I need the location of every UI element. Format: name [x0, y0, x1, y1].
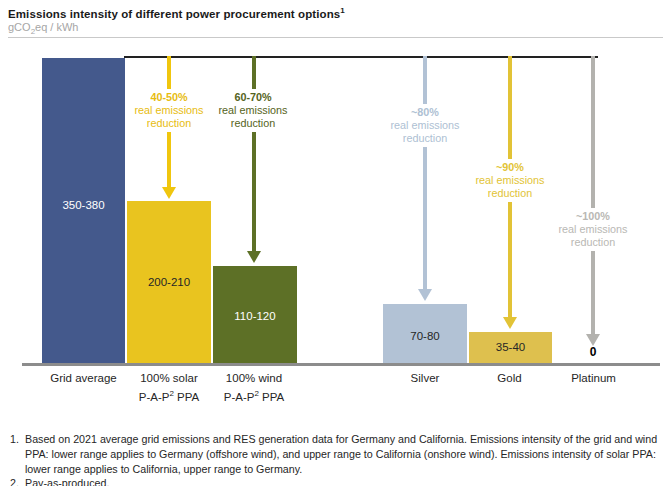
arrow-silver [423, 56, 427, 290]
footnote-2-text: Pay-as-produced. [25, 476, 663, 486]
papp-pre: P-A-P [224, 391, 255, 403]
arrow-solar-head-icon [162, 187, 176, 199]
annotation-gold-reduction: ~90% real emissions reduction [472, 159, 548, 202]
papp-pre: P-A-P [139, 391, 170, 403]
category-label-silver: Silver [383, 371, 467, 386]
annotation-silver-pct: ~80% [387, 106, 463, 119]
unit-label: gCO2eq / kWh [8, 21, 78, 36]
title-footnote-ref: 1 [340, 6, 345, 15]
unit-suffix: eq / kWh [35, 21, 78, 33]
annotation-silver-phrase: real emissions reduction [387, 119, 463, 145]
footnote-1-text: Based on 2021 average grid emissions and… [25, 432, 663, 476]
footnote-2-number: 2. [10, 476, 25, 486]
papp-post: PPA [259, 391, 284, 403]
annotation-solar-pct: 40-50% [131, 91, 207, 104]
annotation-wind-reduction: 60-70% real emissions reduction [215, 89, 291, 132]
annotation-wind-phrase: real emissions reduction [215, 104, 291, 130]
annotation-platinum-reduction: ~100% real emissions reduction [555, 208, 631, 251]
annotation-gold-phrase: real emissions reduction [472, 174, 548, 200]
annotation-platinum-pct: ~100% [555, 210, 631, 223]
footnote-1-line3: lower range applies to California, upper… [25, 462, 663, 477]
footnotes: 1. Based on 2021 average grid emissions … [10, 432, 663, 486]
annotation-solar-phrase: real emissions reduction [131, 104, 207, 130]
annotation-wind-pct: 60-70% [215, 91, 291, 104]
category-platinum-text: Platinum [551, 371, 636, 386]
annotation-silver-reduction: ~80% real emissions reduction [387, 104, 463, 147]
footnote-1-number: 1. [10, 432, 25, 476]
footnote-1-line2: PPA: lower range applies to Germany (off… [25, 447, 663, 462]
annotation-solar-reduction: 40-50% real emissions reduction [131, 89, 207, 132]
category-label-platinum: Platinum [551, 371, 636, 386]
arrow-gold-head-icon [503, 317, 517, 329]
category-grid-text: Grid average [36, 371, 131, 386]
value-label-grid-average: 350-380 [42, 199, 125, 211]
top-reference-line [124, 56, 598, 58]
category-gold-text: Gold [468, 371, 551, 386]
annotation-platinum-phrase: real emissions reduction [555, 223, 631, 249]
title-text: Emissions intensity of different power p… [8, 8, 340, 20]
value-label-wind: 110-120 [213, 310, 297, 322]
value-label-solar: 200-210 [127, 276, 211, 288]
arrow-wind [252, 56, 256, 252]
papp-post: PPA [174, 391, 199, 403]
category-label-solar: 100% solar P-A-P2 PPA [122, 371, 216, 405]
category-label-gold: Gold [468, 371, 551, 386]
value-label-silver: 70-80 [383, 330, 467, 342]
category-label-wind: 100% wind P-A-P2 PPA [207, 371, 301, 405]
arrow-silver-head-icon [418, 289, 432, 301]
category-silver-text: Silver [383, 371, 467, 386]
footnote-2-line1: Pay-as-produced. [25, 476, 663, 486]
arrow-platinum [591, 56, 595, 335]
category-wind-line1: 100% wind [207, 371, 301, 386]
value-label-platinum: 0 [555, 345, 631, 359]
chart-baseline [22, 363, 660, 366]
header-divider [8, 37, 663, 38]
arrow-wind-head-icon [247, 251, 261, 263]
page-title: Emissions intensity of different power p… [8, 6, 345, 20]
footnote-1: 1. Based on 2021 average grid emissions … [10, 432, 663, 476]
unit-prefix: gCO [8, 21, 31, 33]
footnote-1-line1: Based on 2021 average grid emissions and… [25, 432, 663, 447]
footnote-2: 2. Pay-as-produced. [10, 476, 663, 486]
value-label-gold: 35-40 [469, 341, 552, 353]
category-solar-line1: 100% solar [122, 371, 216, 386]
annotation-gold-pct: ~90% [472, 161, 548, 174]
emissions-intensity-chart-slide: Emissions intensity of different power p… [0, 0, 663, 486]
category-wind-line2: P-A-P2 PPA [207, 386, 301, 405]
category-label-grid-average: Grid average [36, 371, 131, 386]
category-solar-line2: P-A-P2 PPA [122, 386, 216, 405]
